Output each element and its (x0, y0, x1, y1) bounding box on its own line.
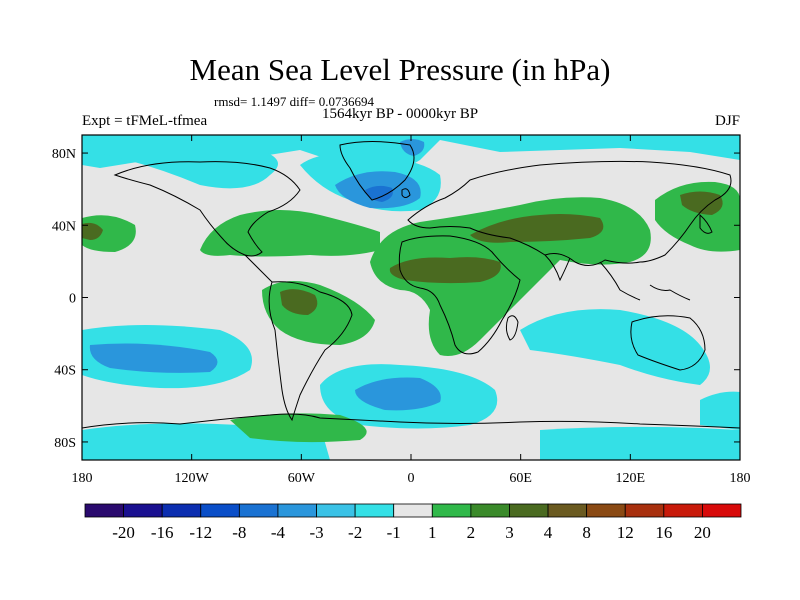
lat-tick-label: 40N (52, 219, 76, 234)
sahara-positive-core (389, 257, 501, 284)
uk-coast (401, 188, 411, 198)
south-pacific-low (89, 343, 218, 373)
lon-tick-label: 120W (175, 471, 210, 486)
colorbar-label: -1 (387, 523, 401, 542)
colorbar-label: 3 (505, 523, 514, 542)
latitude-axis: 80N 40N 0 40S 80S (52, 147, 740, 451)
north-america-coast (113, 161, 301, 257)
indian-ocean-negative-region (520, 309, 710, 385)
japan-coast (699, 213, 713, 234)
colorbar-label: 8 (582, 523, 591, 542)
colorbar-swatch (547, 503, 588, 518)
colorbar-swatch (509, 503, 549, 518)
colorbar-swatch (123, 503, 163, 518)
lon-tick-label: 0 (408, 471, 415, 486)
central-america-coast (244, 254, 273, 283)
africa-coast (398, 235, 521, 355)
greenland-low-core (365, 185, 393, 202)
experiment-label: Expt = tFMeL-tfmea (82, 113, 208, 129)
colorbar-swatch (316, 503, 356, 518)
lat-tick-label: 0 (69, 292, 76, 307)
lat-tick-label: 40S (54, 364, 76, 379)
europe-asia-coast (407, 160, 732, 266)
colorbar-swatch (277, 503, 317, 518)
lon-tick-label: 180 (730, 471, 751, 486)
colorbar-label: -20 (112, 523, 135, 542)
colorbar-swatch (200, 503, 240, 518)
madagascar-coast (505, 315, 519, 341)
colorbar-swatch (663, 503, 703, 518)
lon-tick-label: 60W (288, 471, 316, 486)
map-panel (82, 135, 740, 460)
lon-tick-label: 120E (616, 471, 646, 486)
colorbar-label: -8 (232, 523, 246, 542)
middle-east-positive-core (470, 214, 604, 243)
map-title: Mean Sea Level Pressure (in hPa) (189, 52, 611, 87)
lat-tick-label: 80N (52, 147, 76, 162)
colorbar: -20 -16 -12 -8 -4 -3 -2 -1 1 2 3 4 8 12 16 20 (84, 503, 742, 542)
colorbar-swatch (586, 503, 626, 518)
colorbar-swatch (238, 503, 279, 518)
colorbar-swatch (470, 503, 510, 518)
strong-positive-regions (82, 191, 723, 315)
colorbar-swatch (431, 503, 472, 518)
southern-ocean-positive-region (230, 413, 367, 443)
colorbar-label: 12 (617, 523, 634, 542)
antarctic-negative-region-east (540, 426, 740, 460)
south-america-coast (268, 281, 353, 422)
colorbar-label: 16 (655, 523, 672, 542)
colorbar-label: -16 (151, 523, 174, 542)
colorbar-label: 4 (544, 523, 553, 542)
east-asia-positive-core (680, 191, 723, 215)
southeast-asia-coast (599, 261, 691, 301)
longitude-axis: 180 120W 60W 0 60E 120E 180 (72, 135, 751, 486)
colorbar-label: -12 (189, 523, 212, 542)
india-coast (544, 254, 571, 282)
lon-tick-label: 60E (509, 471, 532, 486)
colorbar-label: 2 (467, 523, 476, 542)
colorbar-label: -3 (309, 523, 323, 542)
pacific-positive-core (82, 222, 103, 240)
amazon-positive-core (280, 289, 318, 315)
north-pacific-negative-region (82, 140, 278, 189)
colorbar-label: 1 (428, 523, 437, 542)
lat-tick-label: 80S (54, 436, 76, 451)
north-atlantic-americas-positive-region (200, 210, 380, 257)
colorbar-swatch (624, 503, 665, 518)
greenland-coast (339, 141, 415, 201)
colorbar-label: -4 (271, 523, 286, 542)
time-period-label: 1564kyr BP - 0000kyr BP (322, 106, 479, 122)
colorbar-swatch (393, 503, 433, 518)
australia-coast (630, 315, 706, 371)
colorbar-label: -2 (348, 523, 362, 542)
arctic-low (400, 139, 425, 156)
coastlines (82, 141, 740, 429)
colorbar-swatch (84, 503, 124, 518)
colorbar-swatch (702, 503, 742, 518)
colorbar-swatch (354, 503, 395, 518)
antarctica-coast (82, 413, 740, 429)
season-label: DJF (714, 113, 740, 129)
lon-tick-label: 180 (72, 471, 93, 486)
rmsd-diff-stats: rmsd= 1.1497 diff= 0.0736694 (214, 94, 374, 109)
colorbar-label: 20 (694, 523, 711, 542)
south-indian-negative-region (700, 391, 740, 430)
colorbar-swatch (161, 503, 202, 518)
south-atlantic-low (355, 377, 441, 411)
